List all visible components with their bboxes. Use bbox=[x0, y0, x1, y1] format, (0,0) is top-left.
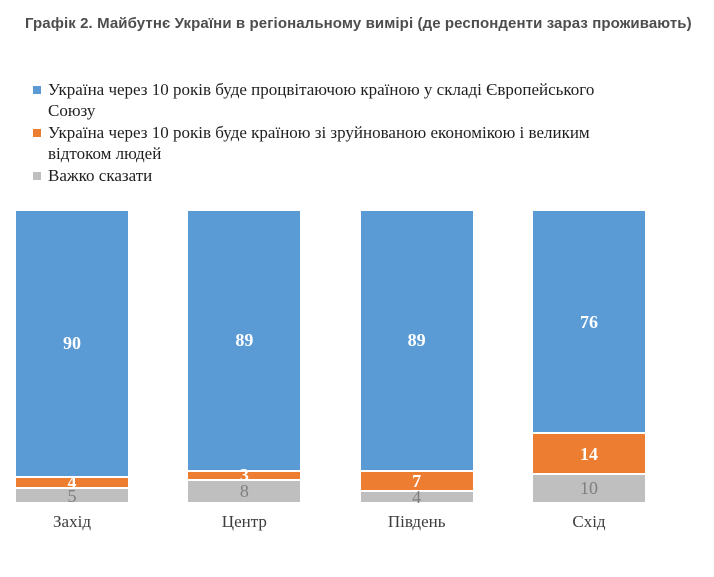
bar-segment-series3: 4 bbox=[360, 488, 473, 506]
category-label: Захід bbox=[53, 512, 91, 531]
legend-item: Важко сказати bbox=[33, 165, 695, 186]
category-label: Південь bbox=[387, 512, 446, 531]
bar-segment-series2: 7 bbox=[360, 469, 473, 492]
bar-segment-series2: 3 bbox=[188, 466, 301, 484]
bar-segment-series1: 76 bbox=[532, 211, 645, 433]
legend-item: Україна через 10 років буде процвітаючою… bbox=[33, 79, 695, 121]
legend-marker-icon bbox=[33, 172, 41, 180]
category-axis: Захід Центр Південь Схід bbox=[16, 512, 645, 532]
bar-segment-series1: 89 bbox=[360, 211, 473, 470]
stacked-bar-Захід: 90 4 5 bbox=[16, 211, 128, 506]
legend: Україна через 10 років буде процвітаючою… bbox=[33, 79, 695, 187]
legend-item-label: Важко сказати bbox=[48, 166, 153, 185]
value-label: 5 bbox=[67, 485, 77, 506]
value-label: 89 bbox=[407, 330, 426, 351]
value-label: 90 bbox=[63, 333, 81, 354]
value-label: 4 bbox=[67, 472, 77, 493]
value-label: 3 bbox=[239, 465, 249, 486]
stacked-bar-Центр: 89 3 8 bbox=[188, 211, 301, 502]
stacked-bar-Схід: 76 14 10 bbox=[532, 211, 645, 502]
legend-marker-icon bbox=[33, 129, 41, 137]
bar-segment-series1: 90 bbox=[16, 211, 128, 476]
value-label: 14 bbox=[579, 443, 598, 464]
bar-segment-series2: 14 bbox=[532, 432, 645, 473]
legend-item: Україна через 10 років буде країною зі з… bbox=[33, 122, 695, 164]
value-label: 89 bbox=[235, 330, 254, 351]
bar-segment-series1: 89 bbox=[188, 211, 301, 470]
stacked-bar-Південь: 89 7 4 bbox=[360, 211, 473, 506]
bar-segment-series2: 4 bbox=[16, 472, 128, 493]
category-label: Схід bbox=[572, 512, 606, 531]
legend-item-label: Україна через 10 років буде країною зі з… bbox=[48, 123, 590, 163]
bar-segment-series3: 10 bbox=[532, 472, 645, 502]
value-label: 76 bbox=[579, 311, 598, 332]
bar-segment-series3: 8 bbox=[188, 478, 301, 502]
bar-segment-series3: 5 bbox=[16, 485, 128, 506]
value-label: 10 bbox=[579, 478, 598, 499]
value-label: 7 bbox=[412, 471, 422, 492]
value-label: 4 bbox=[412, 487, 422, 508]
chart-title: Графік 2. Майбутнє України в регіонально… bbox=[25, 15, 692, 32]
value-label: 8 bbox=[239, 481, 249, 502]
legend-marker-icon bbox=[33, 86, 41, 94]
legend-item-label: Україна через 10 років буде процвітаючою… bbox=[48, 80, 595, 120]
plot-area: 90 4 5 89 3 8 89 7 4 76 14 10 bbox=[16, 211, 645, 506]
category-label: Центр bbox=[221, 512, 267, 531]
